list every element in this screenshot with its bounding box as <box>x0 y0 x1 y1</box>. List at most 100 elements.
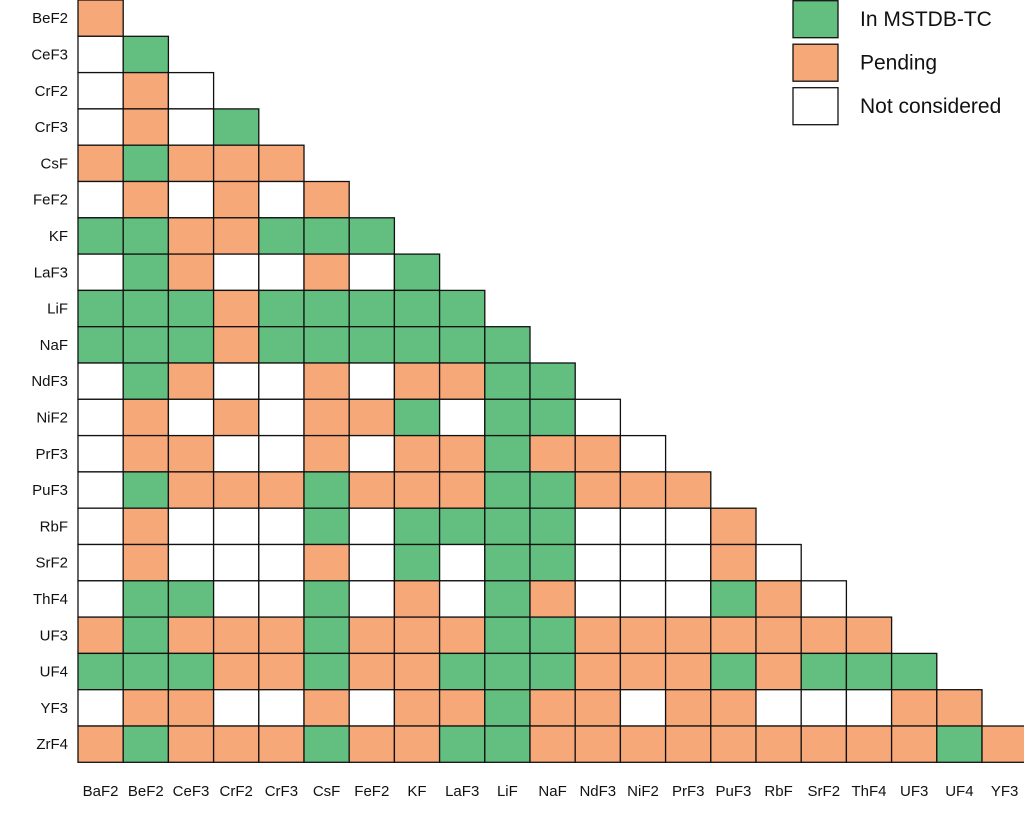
cell-UF4-LaF3 <box>438 652 486 691</box>
cell-PrF3-FeF2 <box>348 434 396 473</box>
cell-NiF2-FeF2 <box>348 398 396 437</box>
cell-ThF4-BeF2 <box>122 580 170 618</box>
cell-LiF-LaF3 <box>438 289 486 328</box>
cell-PuF3-BeF2 <box>122 471 170 509</box>
row-label-CrF3: CrF3 <box>35 119 68 136</box>
cell-UF3-RbF <box>755 616 802 655</box>
cell-CsF-CrF2 <box>212 144 260 183</box>
cell-NiF2-CsF <box>303 398 350 437</box>
cell-UF3-NdF3 <box>574 616 622 655</box>
cell-LiF-CeF3 <box>167 289 215 328</box>
cell-NiF2-CrF2 <box>212 398 260 437</box>
cell-UF4-PrF3 <box>664 652 712 691</box>
cell-UF3-CsF <box>303 616 350 655</box>
cell-PuF3-CrF3 <box>258 471 305 509</box>
cell-RbF-LiF <box>484 507 531 546</box>
cell-ThF4-CsF <box>303 580 350 618</box>
cell-NaF-BaF2 <box>77 326 124 364</box>
row-label-CrF2: CrF2 <box>35 83 68 100</box>
cell-NaF-CrF3 <box>258 326 305 364</box>
row-label-PuF3: PuF3 <box>32 482 68 499</box>
cell-BeF2-BaF2 <box>77 0 124 37</box>
column-label-SrF2: SrF2 <box>808 783 841 800</box>
cell-ZrF4-ThF4 <box>845 725 893 763</box>
cell-NaF-CrF2 <box>212 326 260 364</box>
cell-FeF2-CrF2 <box>212 180 260 219</box>
cell-UF4-CsF <box>303 652 350 691</box>
row-label-UF3: UF3 <box>40 627 68 644</box>
cell-ThF4-PuF3 <box>710 580 757 618</box>
cell-ZrF4-NiF2 <box>619 725 667 763</box>
cell-CrF3-CrF2 <box>212 108 260 146</box>
row-label-NdF3: NdF3 <box>31 373 68 390</box>
cell-ThF4-CrF2 <box>212 580 260 618</box>
cell-ThF4-NaF <box>529 580 576 618</box>
cell-RbF-BaF2 <box>77 507 124 546</box>
cell-UF4-SrF2 <box>800 652 848 691</box>
cell-SrF2-CeF3 <box>167 543 215 582</box>
cell-YF3-LaF3 <box>438 689 486 727</box>
cell-SrF2-LiF <box>484 543 531 582</box>
cell-SrF2-NaF <box>529 543 576 582</box>
cell-PuF3-NdF3 <box>574 471 622 509</box>
cell-NiF2-LaF3 <box>438 398 486 437</box>
cell-NdF3-FeF2 <box>348 362 396 400</box>
legend-label-1: Pending <box>860 52 937 75</box>
row-labels: BeF2 CeF3 CrF2 CrF3 CsF FeF2 KF LaF3 LiF NaF NdF3 N… <box>31 10 68 753</box>
cell-NiF2-LiF <box>484 398 531 437</box>
cell-CsF-CeF3 <box>167 144 215 183</box>
column-label-CrF2: CrF2 <box>220 783 253 800</box>
column-label-CeF3: CeF3 <box>173 783 210 800</box>
cell-RbF-CrF2 <box>212 507 260 546</box>
cell-SrF2-CsF <box>303 543 350 582</box>
cell-NdF3-LaF3 <box>438 362 486 400</box>
cell-PuF3-CsF <box>303 471 350 509</box>
cell-ThF4-BaF2 <box>77 580 124 618</box>
cell-YF3-KF <box>393 689 441 727</box>
column-label-NiF2: NiF2 <box>627 783 659 800</box>
cell-UF3-CrF2 <box>212 616 260 655</box>
cell-PrF3-BaF2 <box>77 434 124 473</box>
cell-UF4-KF <box>393 652 441 691</box>
cell-UF4-RbF <box>755 652 802 691</box>
column-label-LaF3: LaF3 <box>445 783 479 800</box>
cell-ZrF4-UF4 <box>936 725 983 763</box>
cell-UF4-CeF3 <box>167 652 215 691</box>
cell-PrF3-NiF2 <box>619 434 667 473</box>
cell-YF3-BeF2 <box>122 689 170 727</box>
cell-PuF3-NaF <box>529 471 576 509</box>
column-label-CrF3: CrF3 <box>265 783 298 800</box>
cell-LaF3-BeF2 <box>122 253 170 292</box>
cell-RbF-PuF3 <box>710 507 757 546</box>
cell-UF4-CrF2 <box>212 652 260 691</box>
column-label-PuF3: PuF3 <box>715 783 751 800</box>
row-label-CsF: CsF <box>41 155 69 172</box>
cell-YF3-LiF <box>484 689 531 727</box>
cell-ZrF4-CsF <box>303 725 350 763</box>
legend-swatch-2 <box>792 87 839 126</box>
cell-YF3-UF3 <box>890 689 938 727</box>
row-label-ZrF4: ZrF4 <box>36 736 68 753</box>
cell-CrF2-CeF3 <box>167 71 215 110</box>
cell-YF3-NdF3 <box>574 689 622 727</box>
cell-NdF3-LiF <box>484 362 531 400</box>
cell-LaF3-CrF2 <box>212 253 260 292</box>
cell-ThF4-RbF <box>755 580 802 618</box>
cell-UF3-LiF <box>484 616 531 655</box>
cell-RbF-FeF2 <box>348 507 396 546</box>
cell-CsF-CrF3 <box>258 144 305 183</box>
cell-YF3-BaF2 <box>77 689 124 727</box>
cell-ZrF4-BeF2 <box>122 725 170 763</box>
cell-RbF-BeF2 <box>122 507 170 546</box>
column-label-UF3: UF3 <box>900 783 928 800</box>
cell-NaF-KF <box>393 326 441 364</box>
cell-ThF4-FeF2 <box>348 580 396 618</box>
cell-ThF4-PrF3 <box>664 580 712 618</box>
row-label-FeF2: FeF2 <box>33 192 68 209</box>
cell-YF3-FeF2 <box>348 689 396 727</box>
cell-ThF4-LaF3 <box>438 580 486 618</box>
cell-SrF2-KF <box>393 543 441 582</box>
cell-UF4-BaF2 <box>77 652 124 691</box>
cell-ZrF4-YF3 <box>981 725 1024 763</box>
cell-ZrF4-NaF <box>529 725 576 763</box>
